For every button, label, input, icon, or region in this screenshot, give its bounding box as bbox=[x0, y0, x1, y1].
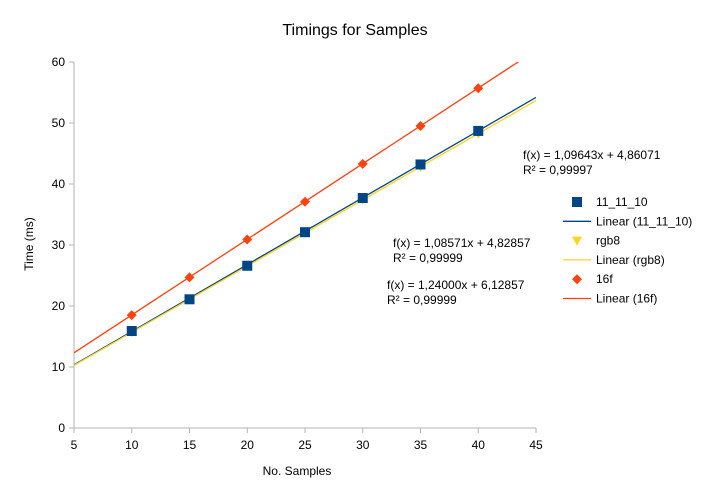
legend-label-11_11_10: 11_11_10 bbox=[596, 195, 648, 209]
y-tick-label: 40 bbox=[52, 177, 66, 191]
point-11_11_10 bbox=[357, 193, 368, 204]
point-16f bbox=[126, 310, 137, 321]
point-16f bbox=[357, 158, 368, 169]
legend-label-16f: 16f bbox=[596, 272, 613, 286]
legend-marker-rgb8 bbox=[572, 236, 582, 246]
point-16f bbox=[415, 121, 426, 132]
x-tick-label: 15 bbox=[183, 438, 197, 452]
plot-area: 0 10 20 30 40 50 60 5 10 15 20 25 30 35 40 45 bbox=[52, 55, 543, 452]
y-tick-label: 20 bbox=[52, 299, 66, 313]
r-squared-11_11_10: R² = 0,99997 bbox=[523, 163, 593, 177]
chart-title: Timings for Samples bbox=[282, 22, 427, 39]
y-tick-label: 0 bbox=[58, 421, 65, 435]
point-16f bbox=[242, 234, 253, 245]
x-tick-label: 30 bbox=[356, 438, 370, 452]
x-tick-label: 20 bbox=[241, 438, 255, 452]
legend-label-Linear (11_11_10): Linear (11_11_10) bbox=[596, 214, 692, 228]
x-tick-label: 35 bbox=[414, 438, 428, 452]
y-tick-label: 30 bbox=[52, 238, 66, 252]
x-tick-label: 45 bbox=[529, 438, 543, 452]
point-16f bbox=[184, 272, 195, 283]
point-11_11_10 bbox=[473, 125, 484, 136]
x-tick-label: 25 bbox=[298, 438, 312, 452]
equation-11_11_10: f(x) = 1,09643x + 4,86071 bbox=[523, 148, 661, 162]
legend: 11_11_10 Linear (11_11_10) rgb8 Linear (rgb… bbox=[563, 195, 692, 306]
point-11_11_10 bbox=[415, 159, 426, 170]
x-tick-label: 40 bbox=[472, 438, 486, 452]
legend-marker-16f bbox=[572, 274, 582, 285]
y-tick-label: 60 bbox=[52, 55, 66, 69]
x-tick-label: 10 bbox=[125, 438, 139, 452]
point-11_11_10 bbox=[242, 260, 253, 271]
y-tick-label: 50 bbox=[52, 116, 66, 130]
r-squared-rgb8: R² = 0,99999 bbox=[393, 251, 463, 265]
legend-label-rgb8: rgb8 bbox=[596, 234, 620, 248]
point-11_11_10 bbox=[184, 294, 195, 305]
r-squared-16f: R² = 0,99999 bbox=[387, 293, 457, 307]
equation-rgb8: f(x) = 1,08571x + 4,82857 bbox=[393, 236, 531, 250]
point-11_11_10 bbox=[300, 227, 310, 238]
y-axis-label: Time (ms) bbox=[22, 217, 36, 271]
point-11_11_10 bbox=[126, 326, 137, 337]
x-tick-label: 5 bbox=[71, 438, 78, 452]
legend-label-Linear (16f): Linear (16f) bbox=[596, 292, 657, 306]
legend-label-Linear (rgb8): Linear (rgb8) bbox=[596, 253, 665, 267]
equation-16f: f(x) = 1,24000x + 6,12857 bbox=[387, 278, 525, 292]
x-axis-label: No. Samples bbox=[263, 464, 332, 478]
point-16f bbox=[300, 196, 310, 207]
y-tick-label: 10 bbox=[52, 360, 66, 374]
legend-marker-11_11_10 bbox=[572, 197, 582, 207]
point-16f bbox=[473, 83, 484, 94]
